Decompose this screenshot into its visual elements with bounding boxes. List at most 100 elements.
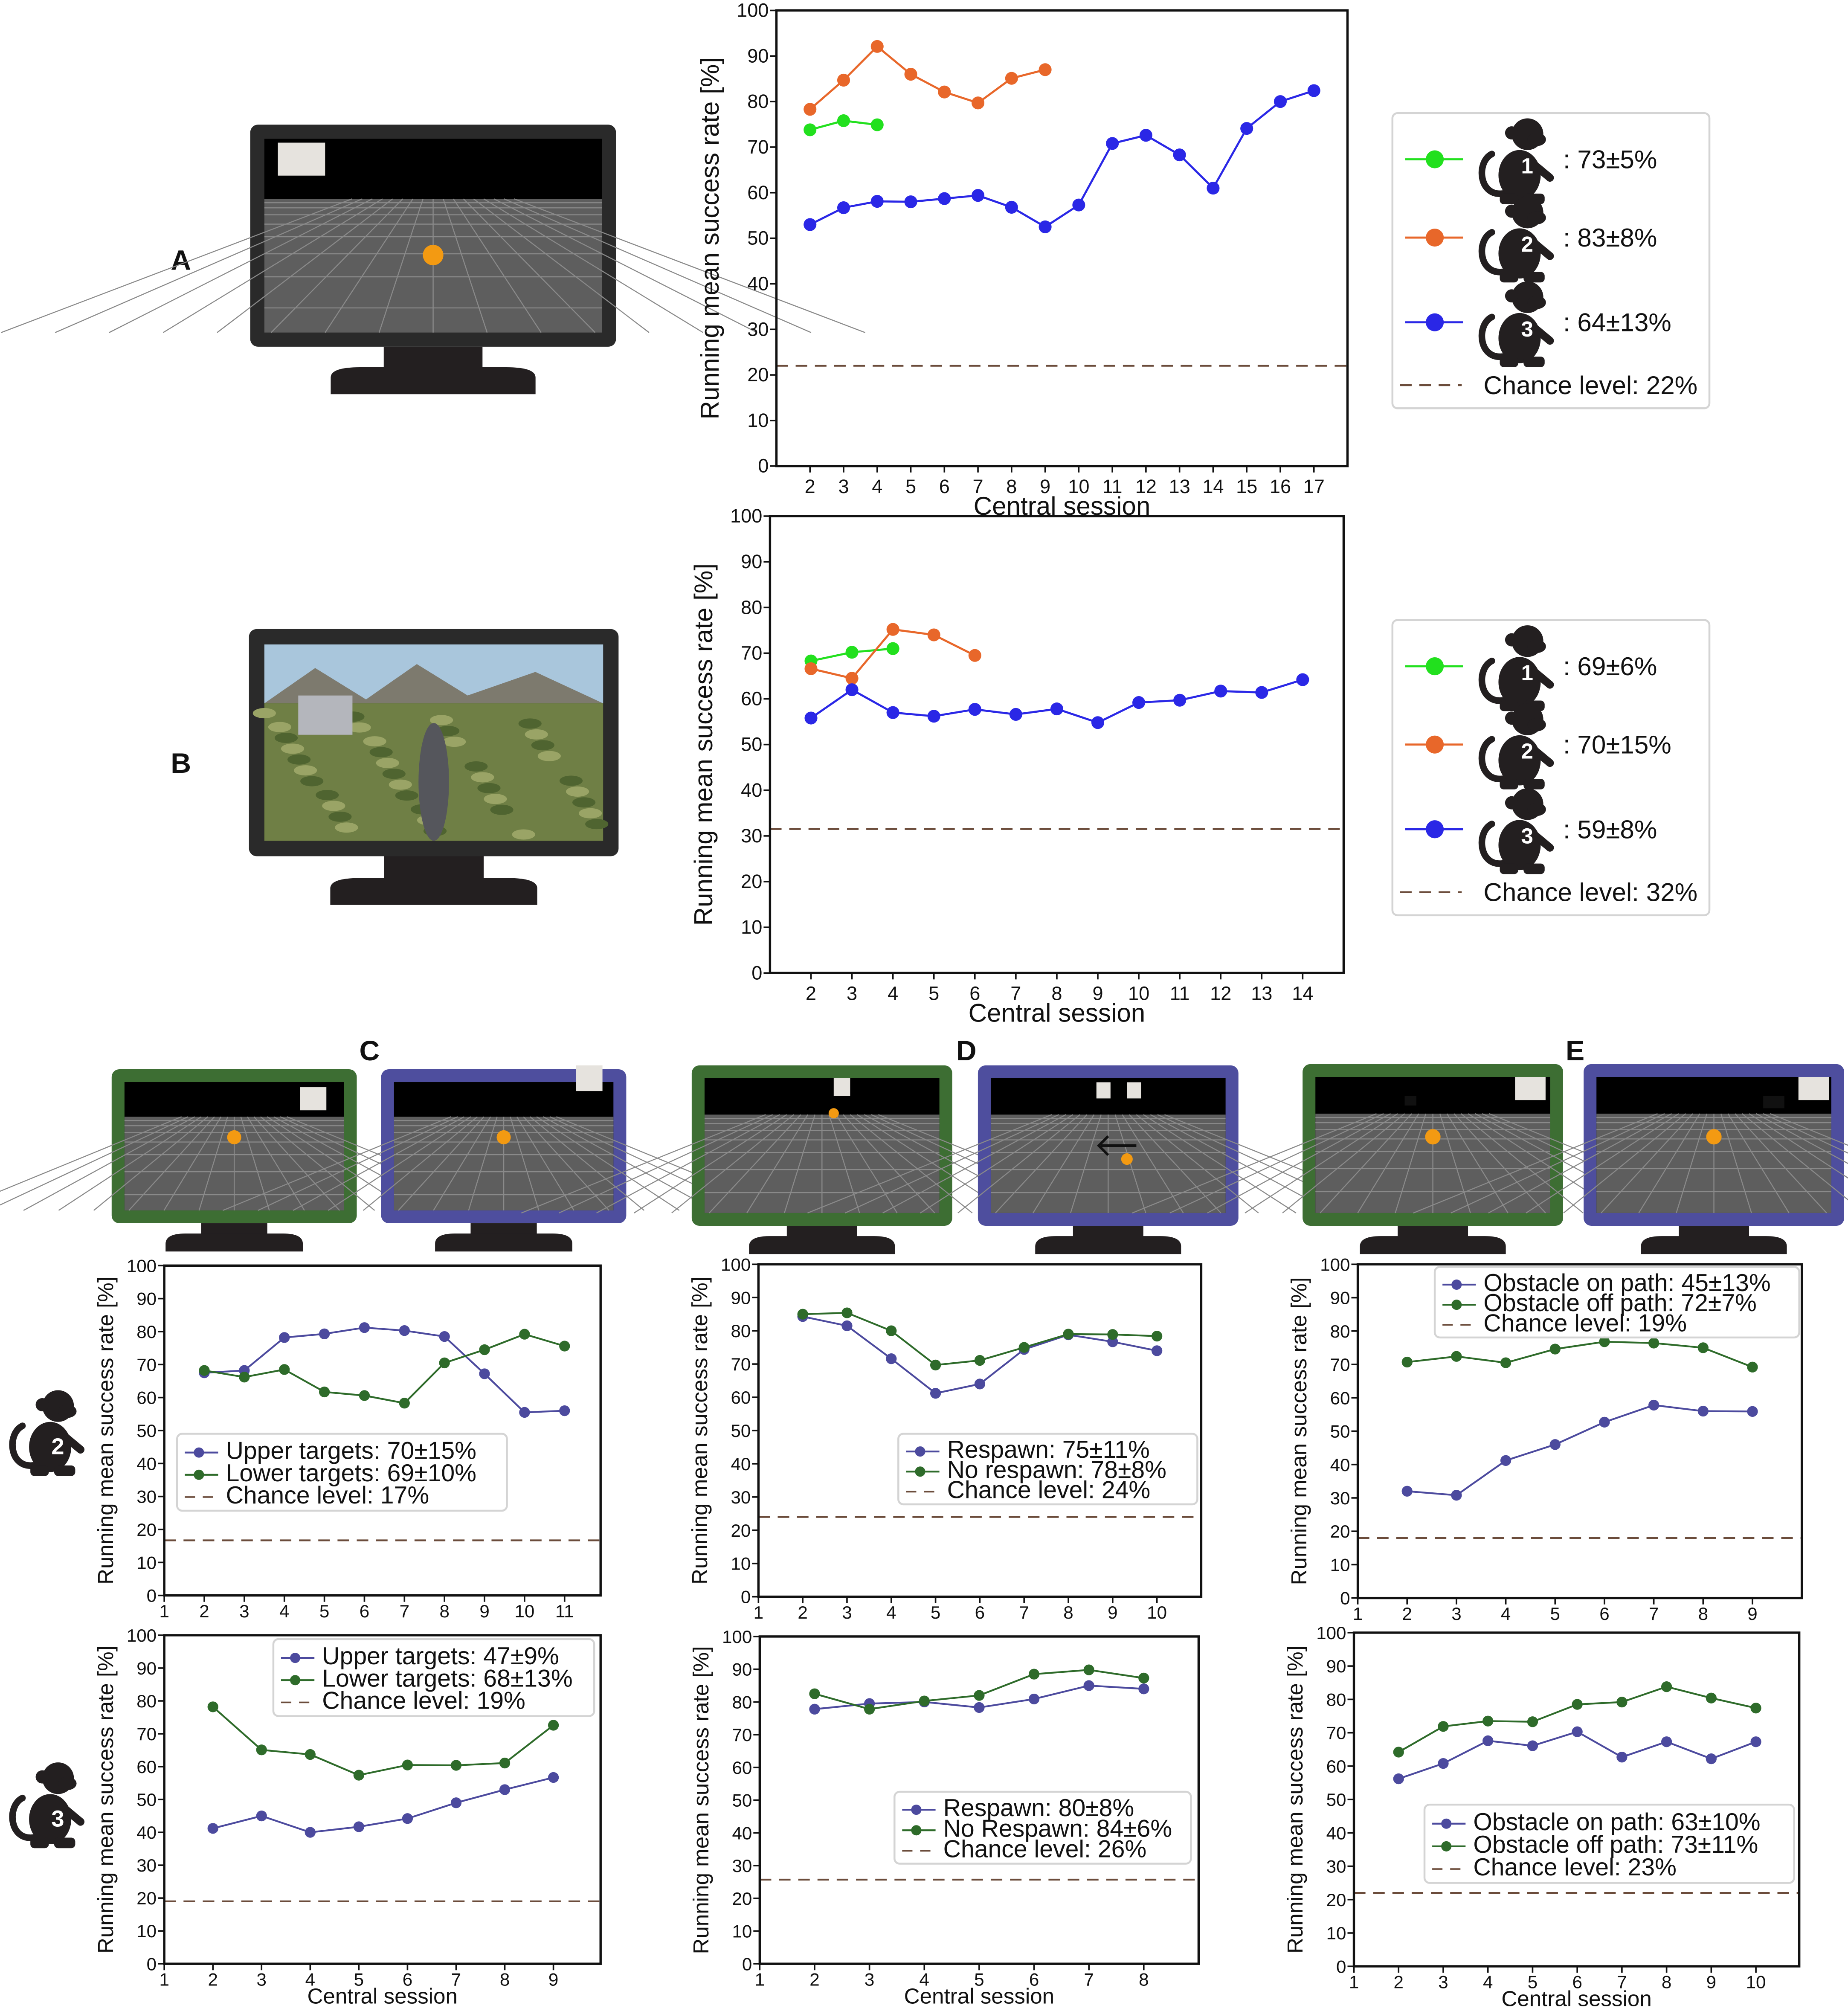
y-tick-label: 60 — [136, 1388, 157, 1408]
y-axis-label: Running mean success rate [%] — [689, 1646, 713, 1954]
y-tick-label: 0 — [1340, 1588, 1350, 1608]
grid-line — [1720, 1113, 1752, 1213]
legend-label: Obstacle off path: 73±11% — [1473, 1831, 1758, 1858]
monitor-e-on-path — [1132, 1064, 1734, 1254]
x-tick-label: 9 — [548, 1969, 558, 1989]
x-tick-label: 1 — [755, 1969, 765, 1989]
data-point-series-0 — [1152, 1345, 1163, 1356]
x-axis-label: Central session — [307, 1984, 457, 2008]
data-point-series-1 — [305, 1749, 316, 1760]
grass-tuft — [363, 736, 386, 747]
legend: Respawn: 75±11%No respawn: 78±8%Chance l… — [897, 1433, 1198, 1506]
legend-marker — [1426, 229, 1444, 247]
y-tick-label: 10 — [136, 1921, 157, 1941]
data-point-series-2 — [1240, 122, 1253, 135]
data-point-series-2 — [1132, 696, 1146, 709]
monitor-stand-base — [1360, 1236, 1506, 1254]
grid-line — [473, 198, 650, 333]
x-tick-label: 2 — [806, 982, 816, 1004]
grass-tuft — [471, 772, 494, 783]
y-tick-label: 90 — [136, 1658, 157, 1678]
y-tick-label: 80 — [1326, 1689, 1346, 1709]
grid-line — [1320, 1113, 1412, 1213]
data-point-series-2 — [904, 195, 917, 209]
data-point-series-0 — [974, 1378, 986, 1390]
grass-tuft — [395, 790, 418, 801]
plot-frame — [757, 1263, 1203, 1598]
y-tick-label: 80 — [1330, 1321, 1350, 1341]
legend-marker — [1426, 313, 1444, 331]
data-point-series-0 — [1599, 1416, 1610, 1428]
monitor-d-no-respawn — [807, 1065, 1409, 1254]
x-tick-label: 9 — [1747, 1604, 1757, 1624]
grass-tuft — [559, 775, 583, 786]
grid-line — [453, 198, 542, 333]
data-point-series-0 — [837, 114, 850, 128]
x-tick-label: 8 — [1063, 1602, 1073, 1622]
legend-label: Lower targets: 68±13% — [322, 1665, 572, 1692]
grass-tuft — [328, 811, 352, 822]
grid-line — [1169, 1113, 1384, 1214]
x-tick-label: 8 — [439, 1601, 449, 1621]
x-tick-label: 4 — [279, 1601, 289, 1621]
y-tick-label: 50 — [741, 734, 762, 755]
y-tick-label: 50 — [747, 227, 769, 249]
x-tick-label: 6 — [1029, 1969, 1039, 1989]
legend-label: Obstacle on path: 45±13% — [1483, 1269, 1770, 1297]
monitor-stand-base — [1641, 1236, 1787, 1254]
y-tick-label: 20 — [1330, 1521, 1350, 1541]
legend-marker — [194, 1469, 204, 1480]
monitor-c-lower — [222, 1065, 785, 1252]
x-tick-label: 3 — [1438, 1972, 1448, 1992]
data-point-series-2 — [1050, 702, 1063, 716]
x-tick-label: 10 — [1128, 982, 1149, 1004]
y-tick-label: 0 — [758, 455, 769, 477]
legend-marker — [290, 1653, 301, 1663]
x-tick-label: 10 — [1068, 476, 1089, 497]
monitor-stand-base — [331, 367, 536, 395]
grass-tuft — [268, 722, 292, 732]
grid-line — [1460, 1113, 1584, 1213]
data-point-series-0 — [353, 1821, 365, 1832]
y-axis-label: Running mean success rate [%] — [688, 1277, 712, 1585]
x-tick-label: 14 — [1292, 982, 1313, 1004]
grid-line — [1, 198, 353, 333]
data-point-series-0 — [256, 1810, 267, 1822]
y-tick-label: 10 — [136, 1553, 157, 1573]
y-tick-label: 30 — [136, 1855, 157, 1875]
y-tick-label: 40 — [136, 1454, 157, 1474]
legend: Upper targets: 70±15%Lower targets: 69±1… — [176, 1433, 508, 1512]
x-tick-label: 10 — [1746, 1972, 1766, 1992]
y-tick-label: 90 — [1330, 1288, 1350, 1308]
y-tick-label: 20 — [732, 1889, 752, 1909]
grid-line — [55, 198, 363, 333]
y-tick-label: 50 — [1326, 1790, 1346, 1810]
grass-tuft — [443, 737, 466, 747]
y-tick-label: 30 — [136, 1487, 157, 1507]
y-tick-label: 60 — [732, 1758, 752, 1778]
task-screenshots — [0, 125, 1848, 1254]
legend-marker — [911, 1825, 922, 1836]
legend: Respawn: 80±8%No Respawn: 84±6%Chance le… — [894, 1791, 1192, 1865]
data-point-series-1 — [904, 67, 917, 81]
y-axis-label: Running mean success rate [%] — [1283, 1645, 1307, 1953]
target-cube — [278, 142, 325, 176]
legend: Upper targets: 47±9%Lower targets: 68±13… — [272, 1638, 595, 1717]
y-axis-label: Running mean success rate [%] — [696, 57, 724, 420]
legend-chance-label: Chance level: 17% — [226, 1482, 429, 1509]
grid-line — [1395, 1113, 1427, 1213]
data-point-series-1 — [359, 1390, 370, 1401]
x-tick-label: 2 — [1402, 1604, 1412, 1624]
series-line-0 — [1398, 1730, 1756, 1780]
y-tick-label: 30 — [1330, 1488, 1350, 1508]
grid-line — [1735, 1113, 1827, 1213]
x-tick-label: 2 — [805, 476, 815, 497]
y-tick-label: 40 — [732, 1823, 752, 1843]
grass-tuft — [252, 708, 276, 719]
monkey-id: 2 — [51, 1434, 64, 1460]
data-point-series-0 — [1500, 1455, 1511, 1466]
data-point-series-0 — [870, 118, 884, 131]
x-tick-label: 4 — [886, 1602, 896, 1622]
x-tick-label: 7 — [1617, 1972, 1627, 1992]
avatar-animal — [418, 723, 449, 841]
